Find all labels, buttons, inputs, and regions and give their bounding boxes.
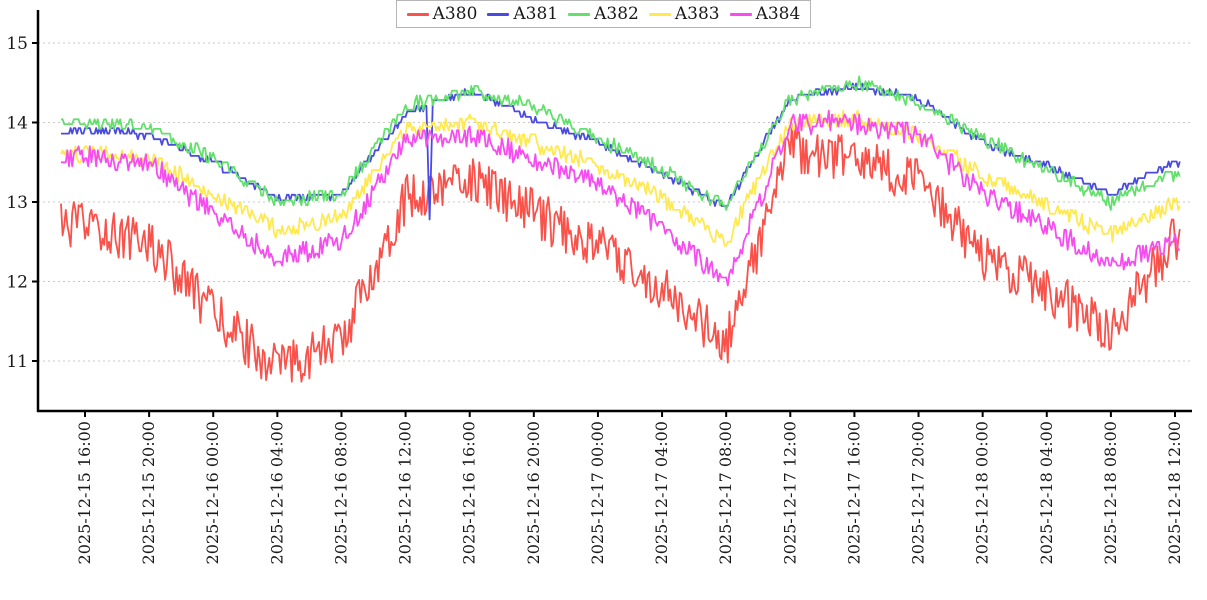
y-tick-label: 14 xyxy=(6,114,28,134)
x-tick-label: 2025-12-18 04:00 xyxy=(1037,421,1056,564)
x-tick-label: 2025-12-15 20:00 xyxy=(139,421,158,564)
series-line-a383 xyxy=(60,109,1181,247)
y-tick-label: 12 xyxy=(6,273,28,293)
y-tick-label: 11 xyxy=(6,352,28,372)
x-tick-label: 2025-12-16 20:00 xyxy=(524,421,543,564)
y-tick-label: 15 xyxy=(6,34,28,54)
x-tick-label: 2025-12-18 00:00 xyxy=(973,421,992,564)
x-tick-label: 2025-12-18 12:00 xyxy=(1165,421,1184,564)
x-tick-label: 2025-12-16 12:00 xyxy=(396,421,415,564)
series-line-a380 xyxy=(60,123,1181,383)
x-tick-label: 2025-12-16 08:00 xyxy=(331,421,350,564)
x-tick-label: 2025-12-17 16:00 xyxy=(844,421,863,564)
x-tick-label: 2025-12-17 20:00 xyxy=(909,421,928,564)
x-tick-label: 2025-12-18 08:00 xyxy=(1101,421,1120,564)
x-tick-label: 2025-12-16 04:00 xyxy=(267,421,286,564)
series-line-a382 xyxy=(61,75,1181,211)
series-line-a384 xyxy=(61,109,1180,287)
x-tick-label: 2025-12-17 00:00 xyxy=(588,421,607,564)
y-tick-label: 13 xyxy=(6,193,28,213)
x-tick-label: 2025-12-17 12:00 xyxy=(780,421,799,564)
x-tick-label: 2025-12-17 08:00 xyxy=(716,421,735,564)
x-tick-label: 2025-12-16 16:00 xyxy=(460,421,479,564)
x-tick-label: 2025-12-17 04:00 xyxy=(652,421,671,564)
x-tick-label: 2025-12-16 00:00 xyxy=(203,421,222,564)
x-tick-label: 2025-12-15 16:00 xyxy=(75,421,94,564)
